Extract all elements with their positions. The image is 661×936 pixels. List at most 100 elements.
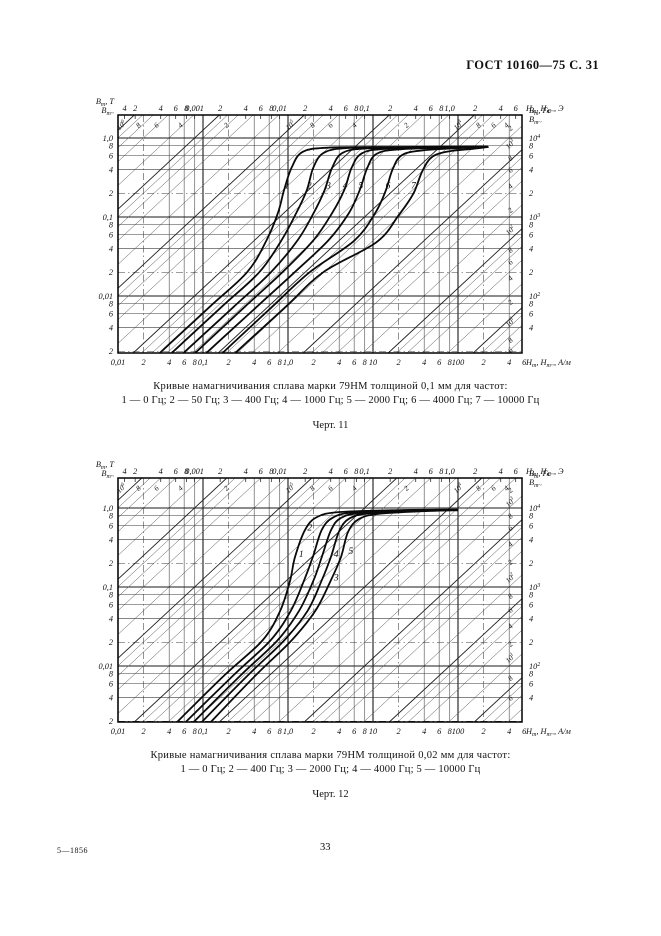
page-number: 33 (320, 842, 331, 853)
permeability-label: 4 (176, 120, 185, 129)
tick-label: 6 (522, 358, 527, 367)
permeability-label: 106 (115, 118, 129, 132)
bottom-axis-title: Hm, Hm~, А/м (525, 727, 572, 738)
permeability-label: 4 (506, 621, 515, 630)
tick-label: 4 (507, 727, 511, 736)
tick-label: 6 (174, 467, 179, 476)
tick-label: 8 (109, 300, 114, 309)
tick-label: 6 (267, 358, 272, 367)
magnetization-curve-6 (221, 146, 488, 353)
tick-label: 4 (109, 165, 113, 174)
tick-label: 6 (522, 727, 527, 736)
tick-label: 4 (337, 727, 341, 736)
tick-label: 4 (109, 693, 113, 702)
permeability-label: 106 (115, 481, 129, 495)
right-axis-title: Bm, Гс (529, 469, 551, 480)
permeability-label: 4 (502, 120, 511, 129)
tick-label: 4 (499, 467, 503, 476)
magnetization-curve-7 (234, 146, 489, 353)
tick-label: 0,1 (359, 467, 369, 476)
tick-label: 4 (167, 358, 171, 367)
permeability-label: 6 (506, 605, 515, 614)
permeability-label: 4 (502, 483, 511, 492)
permeability-label: 2 (222, 120, 231, 129)
tick-label: 8 (278, 727, 283, 736)
tick-label: 1,0 (103, 134, 114, 143)
tick-label: 8 (269, 104, 274, 113)
tick-label: 0,001 (185, 104, 204, 113)
tick-label: 2 (529, 268, 533, 277)
permeability-label: 8 (506, 673, 515, 682)
bottom-axis: 0,01 2 4 6 8 0,1 2 4 6 8 1,0 2 4 6 8 10 2 4 6 8 100 2 4 6 Hm, Hm… (111, 727, 572, 738)
permeability-label: 104 (451, 481, 465, 495)
magnetization-chart-12: 106 8 6 4 2 105 8 6 4 2 104 8 6 421038642102864210186… (96, 460, 572, 738)
tick-label: 6 (429, 467, 434, 476)
permeability-label: 102 (504, 223, 518, 237)
tick-label: 2 (388, 104, 392, 113)
tick-label: 2 (397, 358, 401, 367)
tick-label: 8 (109, 670, 114, 679)
tick-label: 8 (193, 727, 198, 736)
permeability-label: 105 (284, 118, 298, 132)
tick-label: 2 (109, 638, 113, 647)
tick-label: 1,0 (103, 504, 114, 513)
permeability-label: 103 (504, 495, 518, 509)
tick-label: 4 (244, 467, 248, 476)
tick-label: 8 (448, 727, 453, 736)
permeability-label: 6 (489, 483, 498, 492)
permeability-label: 105 (284, 481, 298, 495)
permeability-label: 6 (152, 120, 161, 129)
tick-label: 0,01 (272, 104, 287, 113)
tick-label: 8 (529, 142, 534, 151)
tick-label: 0,01 (111, 727, 126, 736)
grid-horizontal-lines (118, 137, 522, 352)
tick-label: 2 (473, 467, 477, 476)
top-axis-title: Hm, Hm~, Э (525, 467, 564, 478)
tick-label: 2 (133, 104, 137, 113)
tick-label: 2 (109, 347, 113, 356)
tick-label: 0,1 (103, 213, 113, 222)
tick-label: 6 (182, 358, 187, 367)
tick-label: 2 (312, 358, 316, 367)
curve-label-3: 3 (325, 181, 331, 191)
tick-label: 6 (109, 601, 114, 610)
tick-label: 1,0 (444, 467, 455, 476)
tick-label: 6 (437, 358, 442, 367)
tick-label: 8 (529, 591, 534, 600)
magnetization-curve-2 (170, 145, 488, 353)
permeability-label: 4 (506, 273, 515, 282)
tick-label: 4 (529, 165, 533, 174)
permeability-label: 101 (504, 315, 518, 329)
tick-label: 1,0 (283, 727, 294, 736)
curve-label-7: 7 (411, 181, 417, 191)
tick-label: 102 (529, 292, 540, 301)
magnetization-curve-2 (184, 508, 459, 722)
tick-label: 4 (529, 323, 533, 332)
curve-number-labels: 1 2 3 4 5 (299, 523, 354, 583)
permeability-label: 6 (489, 120, 498, 129)
right-axis-title: Bm~ (529, 478, 542, 489)
magnetization-curve-3 (182, 145, 488, 353)
tick-label: 2 (388, 467, 392, 476)
permeability-label: 4 (506, 181, 515, 190)
permeability-label: 2 (402, 120, 411, 129)
permeability-label: 8 (308, 483, 317, 492)
figure-11-caption-title: Кривые намагничивания сплава марки 79НМ … (153, 381, 508, 392)
tick-label: 100 (452, 358, 465, 367)
tick-label: 4 (529, 535, 533, 544)
tick-label: 6 (344, 467, 349, 476)
grid-permeability-diagonals (117, 477, 523, 723)
tick-label: 6 (529, 680, 534, 689)
magnetization-curve-1 (158, 145, 488, 353)
top-axis-title: Hm, Hm~, Э (525, 104, 564, 115)
tick-label: 4 (499, 104, 503, 113)
curve-label-4: 4 (334, 550, 339, 560)
permeability-label: 4 (350, 483, 359, 492)
permeability-label: 2 (402, 483, 411, 492)
permeability-label: 6 (152, 483, 161, 492)
permeability-label: 2 (506, 297, 515, 306)
curve-label-6: 6 (386, 181, 391, 191)
